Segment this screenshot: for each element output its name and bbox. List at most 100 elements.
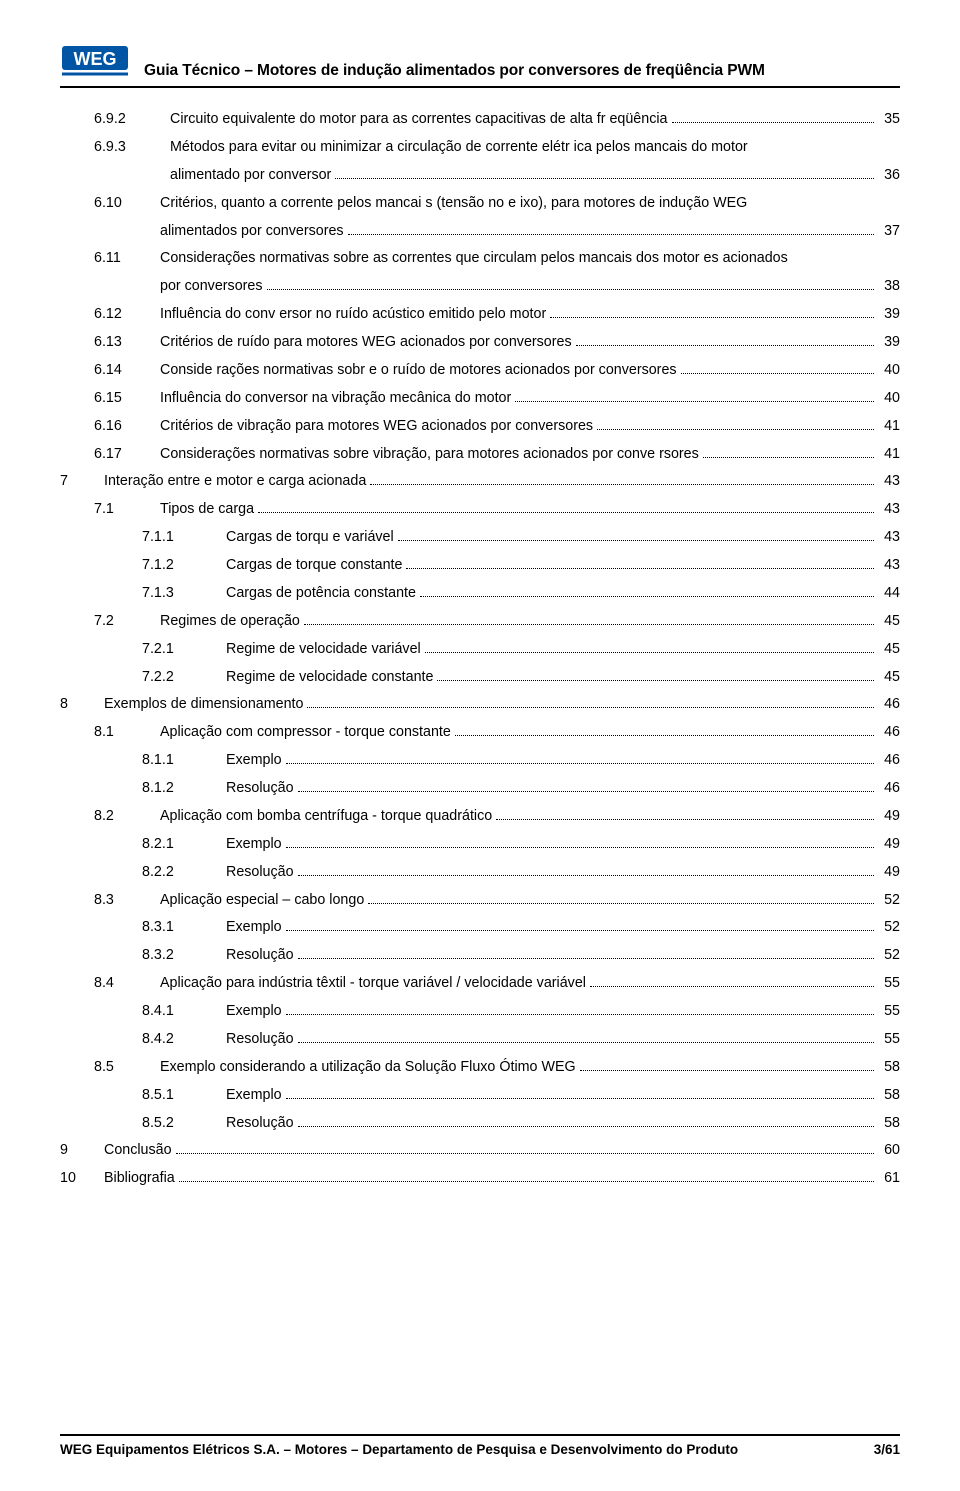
toc-number: 8.2.2 bbox=[60, 859, 226, 887]
toc-text: Exemplos de dimensionamento bbox=[104, 691, 303, 719]
toc-text: Aplicação com compressor - torque consta… bbox=[160, 719, 451, 747]
weg-logo-icon: WEG bbox=[60, 40, 132, 82]
dot-leader bbox=[179, 1170, 874, 1182]
toc-text: Cargas de potência constante bbox=[226, 580, 416, 608]
toc-text: alimentados por conversores bbox=[160, 218, 344, 246]
toc-number: 6.16 bbox=[60, 413, 160, 441]
toc-text: Resolução bbox=[226, 1110, 294, 1138]
toc-number: 6.9.2 bbox=[60, 106, 170, 134]
toc-number: 8.3.2 bbox=[60, 942, 226, 970]
dot-leader bbox=[576, 334, 874, 346]
toc-page: 55 bbox=[878, 970, 900, 998]
toc-page: 52 bbox=[878, 942, 900, 970]
toc-number: 8.1.1 bbox=[60, 747, 226, 775]
toc-page: 49 bbox=[878, 859, 900, 887]
toc-text: Influência do conversor na vibração mecâ… bbox=[160, 385, 511, 413]
toc-text: Exemplo considerando a utilização da Sol… bbox=[160, 1054, 576, 1082]
toc-number: 8.1 bbox=[60, 719, 160, 747]
toc-text: Aplicação para indústria têxtil - torque… bbox=[160, 970, 586, 998]
toc-page: 58 bbox=[878, 1054, 900, 1082]
toc-page: 46 bbox=[878, 719, 900, 747]
toc-number: 8.4 bbox=[60, 970, 160, 998]
toc-page: 46 bbox=[878, 775, 900, 803]
dot-leader bbox=[496, 807, 874, 819]
footer-left: WEG Equipamentos Elétricos S.A. – Motore… bbox=[60, 1442, 738, 1457]
toc-text: alimentado por conversor bbox=[170, 162, 331, 190]
toc-number: 6.14 bbox=[60, 357, 160, 385]
toc-entry: 8.1Aplicação com compressor - torque con… bbox=[60, 719, 900, 747]
toc-entry: 8.2.1Exemplo49 bbox=[60, 831, 900, 859]
toc-page: 36 bbox=[878, 162, 900, 190]
dot-leader bbox=[304, 612, 874, 624]
toc-entry: 6.13Critérios de ruído para motores WEG … bbox=[60, 329, 900, 357]
page-header: WEG Guia Técnico – Motores de indução al… bbox=[60, 40, 900, 88]
dot-leader bbox=[267, 278, 874, 290]
toc-number: 8.5.1 bbox=[60, 1082, 226, 1110]
toc-text: Regime de velocidade variável bbox=[226, 636, 421, 664]
dot-leader bbox=[307, 696, 874, 708]
toc-page: 38 bbox=[878, 273, 900, 301]
toc-number: 6.10 bbox=[60, 190, 160, 218]
toc-text: Exemplo bbox=[226, 998, 282, 1026]
toc-number: 7.2.1 bbox=[60, 636, 226, 664]
dot-leader bbox=[515, 389, 874, 401]
toc-text: Métodos para evitar ou minimizar a circu… bbox=[170, 134, 900, 162]
toc-entry: 9Conclusão60 bbox=[60, 1137, 900, 1165]
toc-number: 9 bbox=[60, 1137, 104, 1165]
toc-text: Tipos de carga bbox=[160, 496, 254, 524]
toc-number: 8.1.2 bbox=[60, 775, 226, 803]
toc-number: 7.1.2 bbox=[60, 552, 226, 580]
toc-entry: 7.1.2Cargas de torque constante43 bbox=[60, 552, 900, 580]
toc-text: Bibliografia bbox=[104, 1165, 175, 1193]
toc-entry: 8.5.1Exemplo58 bbox=[60, 1082, 900, 1110]
toc-entry: 8.2Aplicação com bomba centrífuga - torq… bbox=[60, 803, 900, 831]
dot-leader bbox=[348, 222, 874, 234]
toc-text: Considerações normativas sobre as corren… bbox=[160, 245, 900, 273]
toc-entry: 8.3.1Exemplo52 bbox=[60, 914, 900, 942]
toc-text: Critérios de vibração para motores WEG a… bbox=[160, 413, 593, 441]
toc-entry: 7.1.1Cargas de torqu e variável43 bbox=[60, 524, 900, 552]
toc-text: Resolução bbox=[226, 859, 294, 887]
dot-leader bbox=[298, 947, 874, 959]
dot-leader bbox=[370, 473, 874, 485]
toc-page: 46 bbox=[878, 691, 900, 719]
toc-entry: 8.4Aplicação para indústria têxtil - tor… bbox=[60, 970, 900, 998]
toc-number: 7.1.3 bbox=[60, 580, 226, 608]
toc-entry: 7.2.2Regime de velocidade constante45 bbox=[60, 664, 900, 692]
page: WEG Guia Técnico – Motores de indução al… bbox=[0, 0, 960, 1491]
toc-entry: 6.16Critérios de vibração para motores W… bbox=[60, 413, 900, 441]
toc-page: 60 bbox=[878, 1137, 900, 1165]
toc-entry: 10Bibliografia61 bbox=[60, 1165, 900, 1193]
toc-text: Exemplo bbox=[226, 831, 282, 859]
dot-leader bbox=[406, 557, 874, 569]
toc-page: 41 bbox=[878, 441, 900, 469]
dot-leader bbox=[286, 919, 874, 931]
toc-entry: 6.17Considerações normativas sobre vibra… bbox=[60, 441, 900, 469]
toc-page: 55 bbox=[878, 998, 900, 1026]
toc-text: Resolução bbox=[226, 1026, 294, 1054]
toc-entry: 8.3.2Resolução52 bbox=[60, 942, 900, 970]
toc-entry: 8.4.2Resolução55 bbox=[60, 1026, 900, 1054]
toc-number: 8.2 bbox=[60, 803, 160, 831]
dot-leader bbox=[258, 501, 874, 513]
dot-leader bbox=[597, 417, 874, 429]
toc-number: 8.3 bbox=[60, 887, 160, 915]
dot-leader bbox=[398, 529, 874, 541]
dot-leader bbox=[590, 975, 874, 987]
toc-page: 40 bbox=[878, 357, 900, 385]
toc-entry: 8.5.2Resolução58 bbox=[60, 1110, 900, 1138]
toc-text: Resolução bbox=[226, 775, 294, 803]
toc-entry: 8.3Aplicação especial – cabo longo52 bbox=[60, 887, 900, 915]
toc-page: 49 bbox=[878, 831, 900, 859]
dot-leader bbox=[335, 166, 874, 178]
dot-leader bbox=[368, 891, 874, 903]
toc-number: 8.5.2 bbox=[60, 1110, 226, 1138]
toc-number: 8.3.1 bbox=[60, 914, 226, 942]
toc-text: Cargas de torque constante bbox=[226, 552, 402, 580]
toc-number: 10 bbox=[60, 1165, 104, 1193]
toc-page: 49 bbox=[878, 803, 900, 831]
dot-leader bbox=[672, 111, 875, 123]
toc-number: 7 bbox=[60, 468, 104, 496]
dot-leader bbox=[286, 752, 874, 764]
toc-entry: 8.5Exemplo considerando a utilização da … bbox=[60, 1054, 900, 1082]
